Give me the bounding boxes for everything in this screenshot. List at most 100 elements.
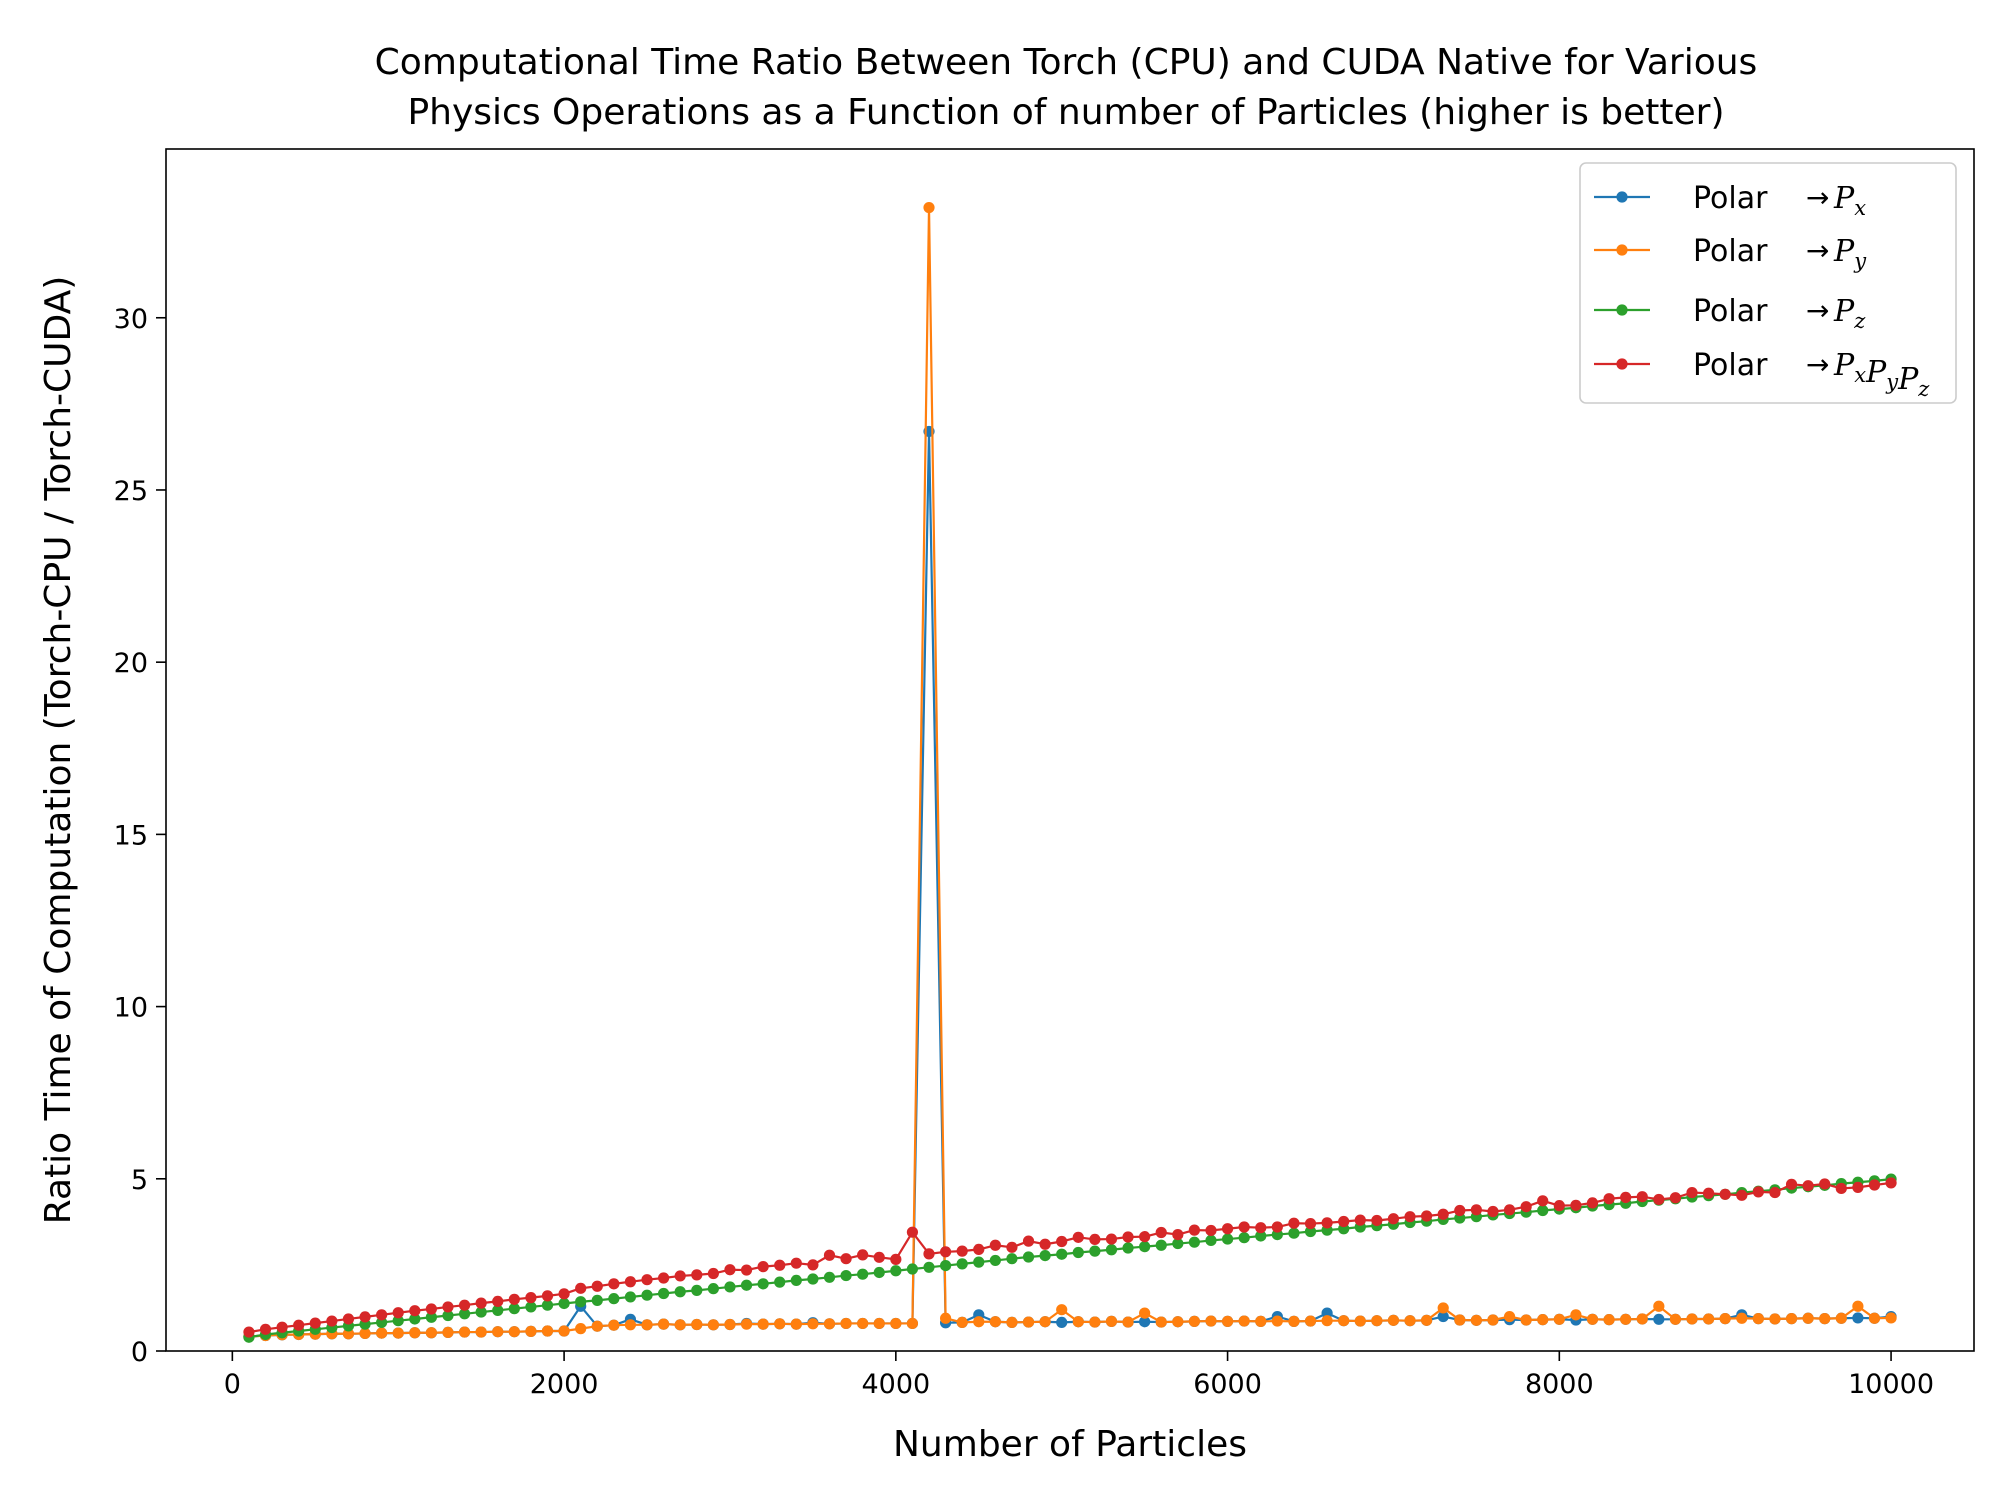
data-point [906,1317,919,1330]
legend-entry-3: Polar → Pz [1594,294,1866,333]
x-tick-label: 10000 [1848,1369,1934,1400]
legend-marker [1616,191,1628,203]
data-point [857,1317,869,1330]
y-tick-label: 25 [114,476,148,507]
data-point [624,1276,637,1288]
data-point [807,1273,819,1285]
y-tick-label: 30 [114,304,148,335]
data-point [1072,1231,1084,1243]
data-point [823,1271,836,1283]
data-point [857,1249,869,1261]
series-line [248,1178,1892,1339]
data-point [1188,1224,1200,1236]
legend-box [1579,162,1957,404]
data-point [575,1323,587,1335]
data-point [392,1307,404,1319]
data-point [309,1317,321,1329]
data-point [1653,1193,1665,1206]
data-point [1022,1235,1035,1247]
data-point [1437,1310,1449,1323]
data-point [757,1318,769,1330]
data-point [1553,1200,1565,1212]
data-point [1819,1178,1831,1190]
data-point [458,1326,471,1338]
data-point [707,1267,719,1280]
data-point [1404,1315,1416,1327]
data-point [591,1320,603,1332]
data-point [1056,1235,1068,1248]
series-line [248,1181,1892,1334]
data-point [890,1253,902,1265]
data-point [724,1281,736,1293]
y-axis: 0 5 10 15 20 25 30 [114,304,166,1368]
data-point [1421,1210,1433,1222]
data-point [1752,1186,1764,1198]
data-point [1686,1186,1698,1199]
data-point [1354,1315,1366,1327]
data-point [376,1309,388,1321]
x-axis: 0 2000 4000 6000 8000 10000 [224,1351,1934,1400]
data-point [1570,1199,1582,1211]
data-point [376,1327,388,1339]
legend-math: Px [1833,181,1866,220]
data-point [857,1268,869,1280]
data-point [923,1261,935,1273]
data-point [1868,1179,1881,1191]
data-point [691,1318,703,1331]
data-point [1553,1313,1565,1325]
data-point [1736,1189,1748,1201]
data-point [1885,1312,1897,1324]
y-tick-label: 15 [114,820,148,851]
y-tick-label: 0 [131,1337,148,1368]
data-point [1122,1242,1134,1254]
chart-title-line-1: Computational Time Ratio Between Torch (… [375,42,1758,83]
data-point [658,1318,670,1330]
data-point [442,1326,454,1338]
data-point [823,1318,836,1330]
chart-title-line-2: Physics Operations as a Function of numb… [407,92,1724,133]
legend-label: Polar [1693,348,1768,383]
data-point [1022,1316,1035,1328]
data-point [1006,1253,1018,1265]
y-tick-label: 5 [131,1165,148,1196]
series-4 [243,1177,1897,1338]
legend-arrow: → [1806,294,1829,327]
data-point [1288,1315,1300,1327]
data-point [1188,1315,1200,1327]
data-point [1785,1313,1798,1325]
data-point [442,1309,454,1322]
data-point [940,1246,952,1258]
data-point [956,1245,968,1257]
series-2 [243,201,1897,1343]
data-point [940,1312,952,1324]
data-point [1852,1312,1864,1324]
data-point [807,1318,819,1330]
data-point [1636,1191,1648,1203]
data-point [342,1313,355,1325]
data-point [840,1317,852,1330]
legend-marker [1616,244,1628,256]
data-point [1188,1236,1200,1248]
data-point [1537,1314,1549,1326]
data-point [674,1286,686,1298]
data-point [624,1291,637,1303]
data-point [1122,1231,1134,1243]
data-point [1387,1314,1400,1326]
data-point [1288,1227,1300,1239]
data-point [989,1254,1001,1267]
data-point [840,1253,852,1265]
data-point [956,1316,968,1329]
data-point [1603,1193,1615,1205]
data-point [641,1289,653,1301]
data-point [475,1326,487,1338]
data-point [525,1292,537,1304]
data-point [1620,1191,1632,1203]
data-point [1520,1201,1532,1213]
data-point [1139,1316,1151,1328]
data-point [873,1266,885,1279]
data-point [1470,1204,1482,1216]
data-point [906,1226,919,1238]
data-point [508,1326,520,1338]
data-point [1868,1312,1881,1324]
